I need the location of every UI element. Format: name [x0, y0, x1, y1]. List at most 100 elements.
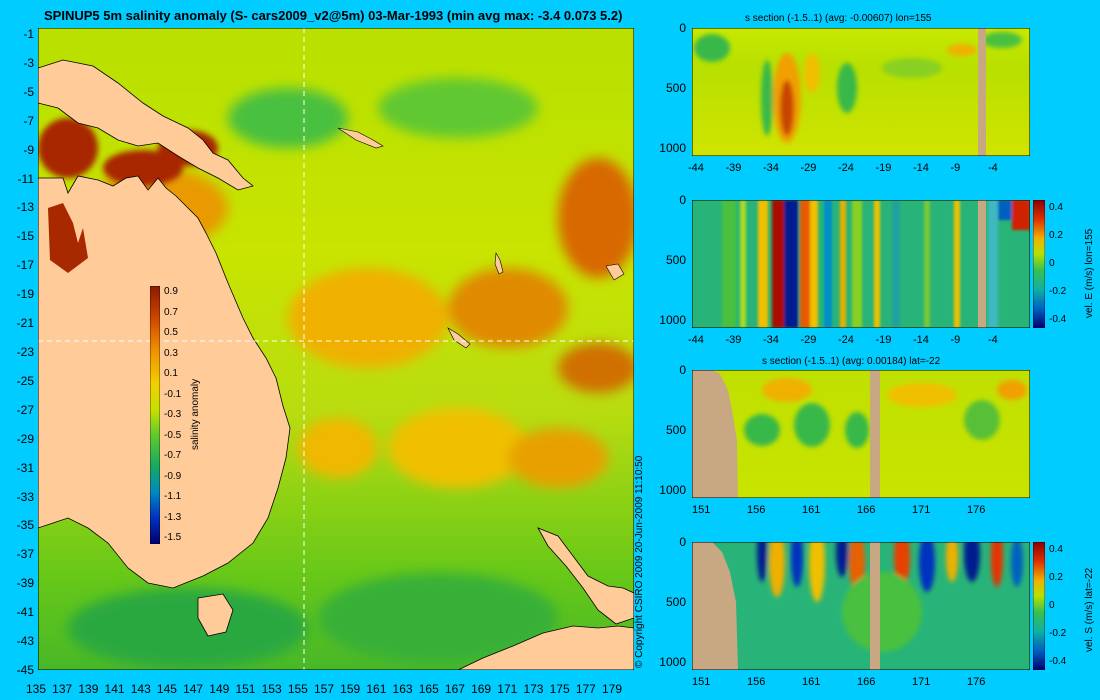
lon-tick-label: 179 [602, 682, 623, 696]
colorbar-tick-label: -0.9 [164, 470, 182, 482]
p4-x-tick: 156 [747, 676, 766, 688]
p1-x-tick: -24 [838, 162, 854, 174]
colorbar-tick-label: 0.3 [164, 347, 178, 359]
fiji [605, 263, 625, 281]
p3-y-tick: 500 [665, 423, 686, 437]
lat-tick-label: -9 [23, 142, 34, 157]
australia-land [38, 175, 291, 589]
p2-x-tick: -19 [875, 334, 892, 346]
colorbar-tick-label: -1.5 [164, 532, 182, 543]
lat-tick-label: -17 [16, 258, 34, 273]
lat-tick-label: -39 [16, 576, 34, 591]
p2-y-tick: 1000 [659, 313, 686, 327]
p2-x-tick: -29 [800, 334, 817, 346]
p4-colorbar-tick: -0.4 [1049, 656, 1067, 667]
lat-tick-label: -29 [16, 431, 34, 446]
p3-y-tick: 0 [679, 363, 686, 377]
p2-colorbar-tick: 0.4 [1049, 202, 1063, 213]
colorbar-tick-label: -1.3 [164, 511, 182, 523]
colorbar-tick-label: -0.3 [164, 409, 182, 420]
p1-x-tick: -14 [913, 162, 929, 174]
panel1-title: s section (-1.5..1) (avg: -0.00607) lon=… [745, 13, 932, 24]
p1-x-tick: -4 [988, 162, 998, 174]
p1-y-tick: 1000 [659, 141, 686, 155]
p4-y-tick: 500 [665, 595, 686, 609]
p2-colorbar-tick: -0.2 [1049, 286, 1067, 297]
lon-tick-label: 143 [130, 682, 151, 696]
map-title: SPINUP5 5m salinity anomaly (S- cars2009… [44, 8, 623, 23]
p3-x-tick: 156 [747, 504, 766, 516]
lon-tick-label: 157 [314, 682, 335, 696]
lon-tick-label: 159 [340, 682, 361, 696]
panel2-colorbar-label: vel. E (m/s) lon=155 [1084, 228, 1095, 318]
panel4-land [692, 542, 738, 670]
lat-tick-label: -41 [16, 605, 34, 620]
p2-y-tick: 500 [665, 253, 686, 267]
p3-x-tick: 161 [802, 504, 821, 516]
vanuatu [494, 252, 504, 275]
cape-york-gulf [48, 203, 88, 273]
p3-x-tick: 151 [692, 504, 711, 516]
new-guinea-land [38, 59, 254, 191]
lon-tick-label: 175 [549, 682, 570, 696]
lat-tick-label: -23 [16, 345, 34, 359]
colorbar-tick-label: -0.1 [164, 388, 182, 400]
panel4-colorbar [1033, 542, 1045, 670]
p2-x-tick: -39 [725, 334, 742, 346]
lon-tick-label: 177 [575, 682, 596, 696]
p4-y-tick: 1000 [659, 655, 686, 669]
p4-y-tick: 0 [679, 535, 686, 549]
panel2-colorbar [1033, 200, 1045, 328]
p2-x-tick: -24 [838, 334, 854, 346]
p2-colorbar-tick: 0 [1049, 258, 1055, 269]
panel3-land [692, 370, 738, 498]
lat-tick-label: -15 [16, 229, 34, 244]
p2-colorbar-tick: 0.2 [1049, 230, 1063, 241]
p4-x-tick: 171 [912, 676, 931, 688]
new-zealand-north [537, 527, 634, 625]
p4-x-tick: 161 [802, 676, 821, 688]
solomon-islands [337, 127, 384, 149]
lon-tick-label: 155 [287, 682, 308, 696]
lon-tick-label: 153 [261, 682, 282, 696]
p3-y-tick: 1000 [659, 483, 686, 497]
lon-tick-label: 171 [497, 682, 518, 696]
new-zealand-south [457, 625, 634, 670]
lon-tick-label: 135 [26, 682, 47, 696]
colorbar-tick-label: 0.7 [164, 306, 178, 318]
p4-colorbar-tick: 0.2 [1049, 572, 1063, 583]
p1-x-tick: -29 [800, 162, 817, 174]
lon-tick-label: 163 [392, 682, 413, 696]
p3-x-tick: 166 [857, 504, 876, 516]
lat-tick-label: -25 [16, 373, 34, 388]
p4-x-tick: 166 [857, 676, 876, 688]
lon-tick-label: 141 [104, 682, 125, 696]
copyright-text: © Copyright CSIRO 2009 20-Jun-2009 11:10… [634, 455, 645, 668]
panel2-velocity-east [692, 200, 1030, 328]
lat-tick-label: -11 [17, 171, 34, 186]
lon-tick-label: 165 [418, 682, 439, 696]
lat-tick-label: -27 [16, 402, 34, 417]
lat-tick-label: -35 [16, 518, 34, 533]
lat-tick-label: -33 [16, 489, 34, 504]
lat-tick-label: -19 [16, 287, 34, 302]
p3-x-tick: 176 [967, 504, 986, 516]
p2-x-tick: -34 [763, 334, 779, 346]
p3-x-tick: 171 [912, 504, 931, 516]
p2-x-tick: -14 [913, 334, 929, 346]
lon-tick-label: 173 [523, 682, 544, 696]
lat-tick-label: -45 [16, 663, 34, 677]
p1-x-tick: -19 [875, 162, 892, 174]
lat-tick-label: -5 [23, 84, 34, 99]
p4-colorbar-tick: -0.2 [1049, 628, 1067, 639]
p1-x-tick: -39 [725, 162, 742, 174]
p4-x-tick: 176 [967, 676, 986, 688]
lat-tick-label: -3 [23, 55, 34, 70]
lon-tick-label: 169 [471, 682, 492, 696]
salinity-map [38, 28, 634, 670]
panel3-section [692, 370, 1030, 498]
lon-tick-label: 167 [444, 682, 465, 696]
lon-tick-label: 149 [209, 682, 230, 696]
tasmania-land [197, 593, 234, 637]
colorbar-tick-label: 0.9 [164, 286, 178, 297]
